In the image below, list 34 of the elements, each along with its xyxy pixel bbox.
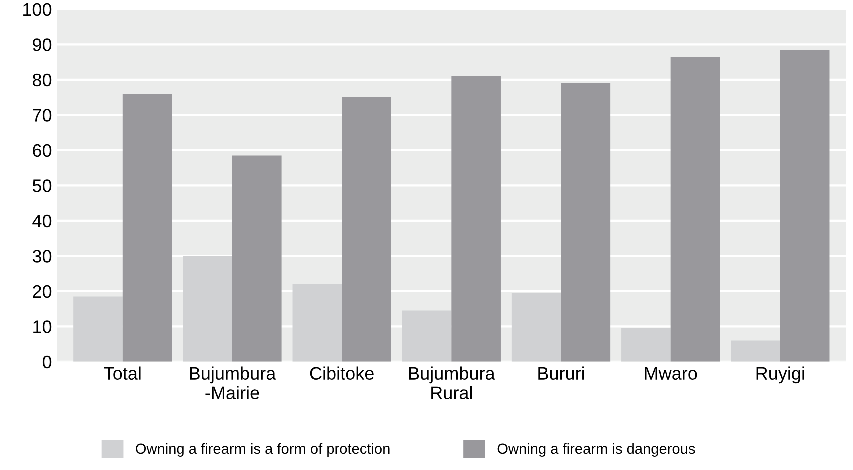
bar	[74, 296, 123, 362]
y-tick-label: 50	[32, 180, 52, 192]
bar	[183, 256, 232, 362]
bar	[780, 50, 830, 362]
bar	[452, 76, 501, 362]
x-tick-label: Bujumbura -Mairie	[190, 366, 276, 400]
bar	[670, 56, 720, 362]
bar	[122, 94, 172, 362]
y-tick-label: 80	[32, 74, 52, 87]
bar	[512, 293, 562, 362]
x-tick-label: Bururi	[538, 366, 584, 380]
y-tick-label: 30	[32, 250, 52, 263]
y-tick-label: 60	[33, 144, 52, 158]
x-tick-label: Cibitoke	[310, 366, 374, 380]
y-tick-label: 20	[33, 285, 52, 298]
y-tick-label: 90	[33, 38, 52, 52]
y-tick-label: 40	[32, 214, 52, 228]
bar	[731, 340, 780, 362]
bar	[622, 328, 671, 362]
x-tick-label: Mwaro	[645, 367, 698, 380]
bar	[232, 156, 282, 362]
bar	[292, 284, 342, 362]
legend-label: Owning a firearm is dangerous	[498, 443, 696, 457]
y-tick-label: 10	[34, 320, 52, 334]
bar	[342, 98, 392, 362]
x-tick-label: Total	[104, 366, 141, 380]
bar	[402, 310, 452, 362]
bar	[561, 83, 611, 362]
x-tick-label: Ruyigi	[756, 366, 804, 384]
x-tick-label: Bujumbura Rural	[409, 366, 496, 400]
y-tick-label: 0	[42, 356, 52, 369]
legend-label: Owning a firearm is a form of protection	[136, 443, 390, 457]
y-tick-label: 100	[24, 3, 52, 16]
y-tick-label: 70	[33, 109, 52, 122]
